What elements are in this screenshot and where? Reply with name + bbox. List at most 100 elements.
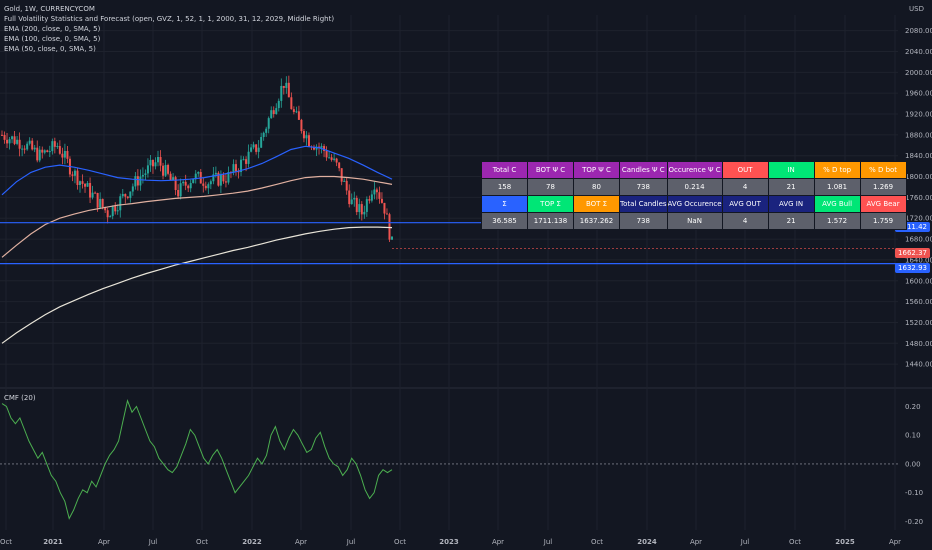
candle-body — [287, 82, 290, 98]
legend-symbol: Gold, 1W, CURRENCYCOM — [4, 5, 95, 13]
candle-body — [21, 148, 24, 150]
table-cell: Candles Ψ C — [619, 161, 668, 179]
candle-body — [101, 198, 104, 208]
candle-body — [350, 199, 353, 205]
candle-body — [73, 170, 76, 176]
y-tick-label: 2080.00 — [905, 27, 932, 35]
x-tick-label: Oct — [0, 538, 12, 546]
candle-body — [76, 170, 79, 186]
candle-body — [355, 197, 358, 213]
candle-body — [106, 210, 109, 218]
candle-body — [134, 176, 137, 187]
table-cell: 36.585 — [481, 212, 528, 230]
candle-body — [323, 146, 326, 152]
x-tick-label: 2025 — [835, 538, 855, 546]
candle-body — [184, 181, 187, 186]
table-cell: 21 — [767, 212, 815, 230]
candle-body — [353, 197, 356, 200]
y-tick-label: 1480.00 — [905, 340, 932, 348]
candle-body — [8, 139, 11, 144]
table-row: Total C BOT Ψ C TOP Ψ C Candles Ψ C Occu… — [481, 161, 907, 179]
candle-body — [116, 210, 119, 212]
candle-body — [91, 192, 94, 198]
candle-body — [63, 150, 66, 158]
table-cell: OUT — [721, 161, 769, 179]
candle-body — [265, 128, 268, 133]
table-cell: TOP Σ — [527, 195, 574, 213]
candle-body — [214, 172, 217, 175]
candle-body — [252, 144, 255, 148]
y-tick-label: 1680.00 — [905, 236, 932, 244]
candle-body — [99, 198, 102, 208]
candle-body — [270, 110, 273, 119]
candle-body — [3, 135, 6, 140]
x-tick-label: 2021 — [43, 538, 63, 546]
candle-body — [1, 134, 3, 136]
candle-body — [320, 146, 323, 148]
candle-body — [119, 196, 122, 211]
candle-body — [245, 159, 248, 164]
candle-body — [385, 213, 388, 215]
table-cell: Total C — [481, 161, 528, 179]
table-cell: 4 — [721, 178, 769, 196]
candle-body — [187, 185, 190, 189]
candle-body — [358, 204, 361, 213]
candle-body — [222, 175, 225, 182]
candle-body — [58, 146, 61, 154]
candle-body — [26, 143, 29, 150]
candle-body — [169, 173, 172, 181]
table-cell: 1.269 — [859, 178, 907, 196]
candle-body — [121, 194, 124, 197]
candle-body — [345, 180, 348, 191]
candle-body — [363, 211, 366, 215]
table-cell: % D bot — [859, 161, 907, 179]
candle-body — [104, 207, 107, 211]
table-cell: % D top — [813, 161, 861, 179]
candle-body — [167, 164, 170, 174]
table-cell: AVG Occurence — [666, 195, 723, 213]
cmf-y-tick-label: 0.20 — [905, 403, 921, 411]
candle-body — [126, 196, 129, 198]
candle-body — [94, 192, 97, 194]
y-tick-label: 1880.00 — [905, 131, 932, 139]
candle-body — [305, 135, 308, 139]
price-tag-upper: 1711.42 — [895, 222, 930, 232]
ema100-line — [1, 175, 393, 258]
candle-body — [79, 181, 81, 186]
candle-body — [280, 85, 283, 101]
candle-body — [182, 181, 185, 184]
candle-body — [290, 97, 293, 110]
candle-body — [23, 148, 26, 150]
candle-body — [255, 144, 258, 152]
y-tick-label: 1840.00 — [905, 152, 932, 160]
candle-body — [267, 118, 270, 129]
table-row: Σ TOP Σ BOT Σ Total Candles AVG Occurenc… — [481, 195, 907, 213]
candle-body — [174, 177, 177, 191]
table-cell: 738 — [619, 178, 668, 196]
table-cell: AVG Bull — [813, 195, 861, 213]
candle-body — [262, 132, 265, 137]
candle-body — [13, 136, 16, 144]
candle-body — [192, 179, 195, 184]
cmf-line — [1, 398, 393, 520]
candle-body — [209, 181, 212, 185]
candle-body — [162, 165, 165, 176]
y-tick-label: 1640.00 — [905, 256, 932, 264]
candle-body — [373, 189, 376, 195]
candle-body — [159, 156, 162, 166]
candle-body — [204, 185, 207, 189]
table-cell: 1637.262 — [573, 212, 620, 230]
x-tick-label: Apr — [295, 538, 307, 546]
candle-body — [313, 147, 315, 150]
y-tick-label: 1560.00 — [905, 298, 932, 306]
candle-body — [360, 204, 363, 215]
candle-body — [141, 174, 144, 177]
candle-body — [257, 147, 260, 152]
candle-body — [81, 181, 84, 184]
candle-body — [33, 147, 36, 150]
candle-body — [378, 192, 381, 199]
currency-label: USD — [909, 5, 924, 13]
x-tick-label: Apr — [98, 538, 110, 546]
candle-body — [302, 131, 305, 139]
